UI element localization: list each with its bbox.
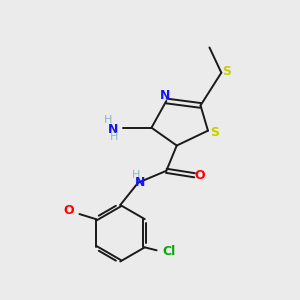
Text: N: N — [108, 123, 118, 136]
Text: S: S — [210, 126, 219, 139]
Text: N: N — [160, 89, 170, 102]
Text: H: H — [110, 132, 118, 142]
Text: O: O — [195, 169, 205, 182]
Text: O: O — [63, 204, 74, 217]
Text: N: N — [135, 176, 146, 189]
Text: Cl: Cl — [163, 245, 176, 258]
Text: H: H — [131, 170, 140, 180]
Text: H: H — [104, 115, 112, 125]
Text: S: S — [222, 65, 231, 78]
